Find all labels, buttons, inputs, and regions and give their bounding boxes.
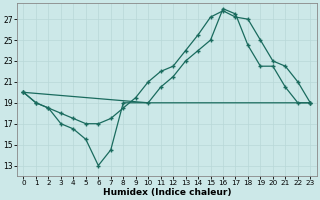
X-axis label: Humidex (Indice chaleur): Humidex (Indice chaleur) <box>103 188 231 197</box>
